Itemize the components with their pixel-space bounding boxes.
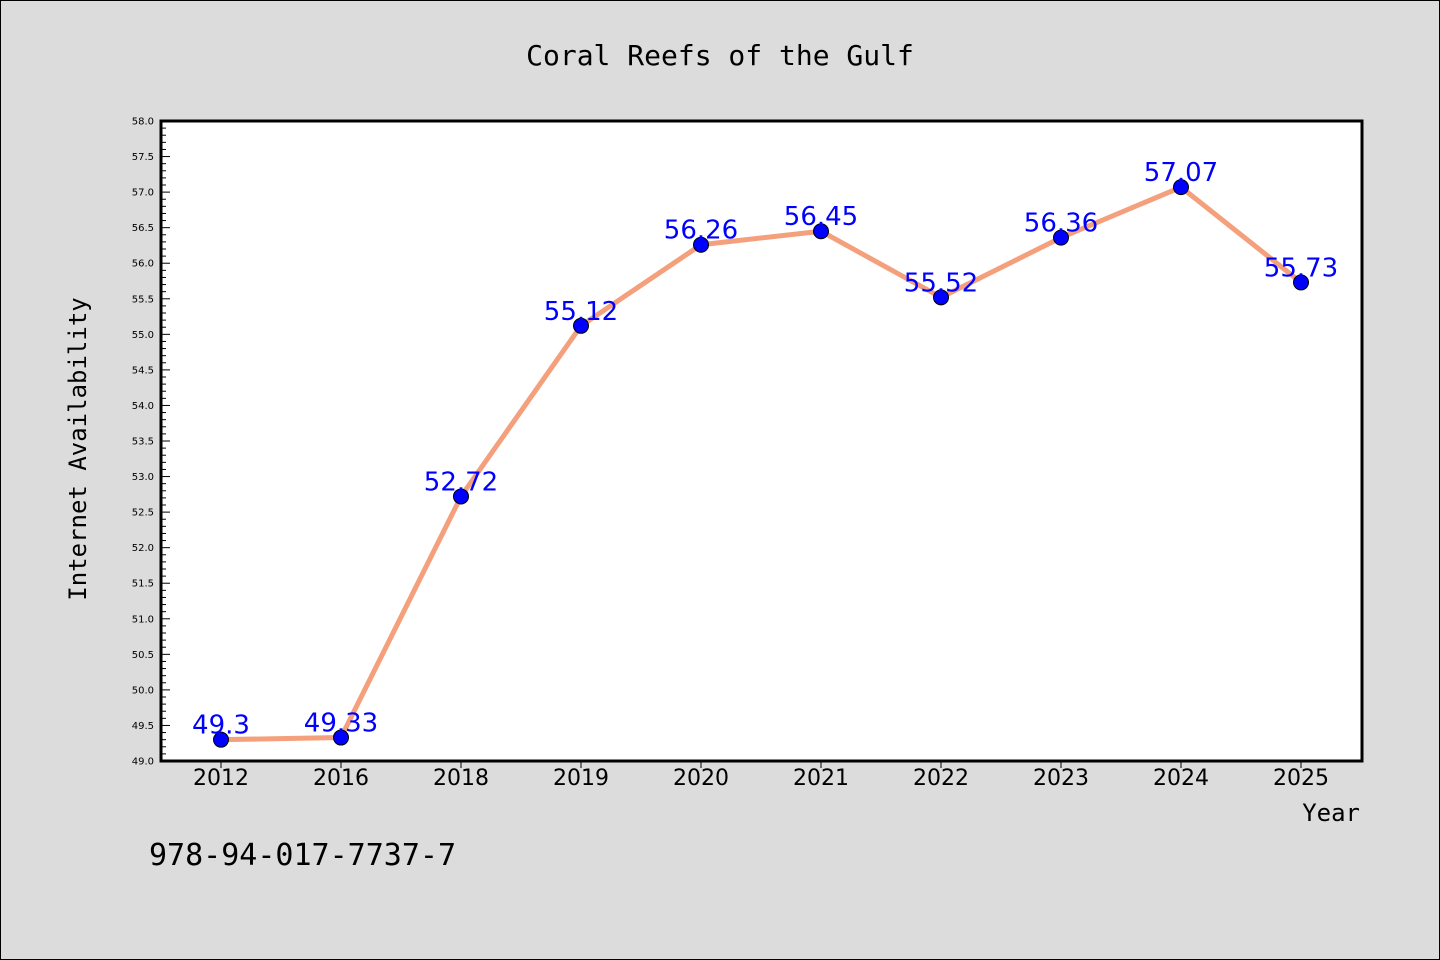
y-tick-label: 52.5 xyxy=(132,508,154,519)
data-point-2024 xyxy=(1173,179,1189,196)
data-point-2023 xyxy=(1053,229,1069,246)
y-tick-label: 51.0 xyxy=(132,614,154,625)
x-axis-label: Year xyxy=(1302,799,1360,827)
data-point-2019 xyxy=(573,317,589,334)
y-tick-label: 53.0 xyxy=(132,472,154,483)
data-label-2025: 55.73 xyxy=(1264,253,1338,283)
x-tick-label: 2025 xyxy=(1273,766,1329,791)
x-tick-label: 2024 xyxy=(1153,766,1209,791)
x-tick-label: 2018 xyxy=(433,766,489,791)
data-label-2018: 52.72 xyxy=(424,467,498,497)
data-label-2016: 49.33 xyxy=(304,709,378,739)
plot-area xyxy=(159,119,1364,763)
data-label-2023: 56.36 xyxy=(1024,209,1098,239)
data-label-2024: 57.07 xyxy=(1144,158,1218,188)
data-point-2016 xyxy=(333,729,349,746)
data-label-2012: 49.3 xyxy=(192,711,250,741)
data-label-2021: 56.45 xyxy=(784,202,858,232)
y-tick-label: 57.5 xyxy=(132,152,154,163)
data-point-2012 xyxy=(213,731,229,748)
x-tick-label: 2012 xyxy=(193,766,249,791)
y-tick-label: 56.0 xyxy=(132,259,154,270)
y-axis: 49.0 49.5 50.0 50.5 51.0 51.5 52.0 52.5 53.0 53.5… xyxy=(132,117,170,768)
data-point-2021 xyxy=(813,223,829,240)
x-tick-label: 2016 xyxy=(313,766,369,791)
x-tick-label: 2020 xyxy=(673,766,729,791)
data-point-2018 xyxy=(453,488,469,505)
series-line xyxy=(213,179,1309,748)
y-tick-label: 57.0 xyxy=(132,188,154,199)
series-polyline xyxy=(218,184,1304,743)
data-point-2025 xyxy=(1293,274,1309,291)
y-tick-label: 50.0 xyxy=(132,685,154,696)
y-tick-label: 51.5 xyxy=(132,579,154,590)
x-tick-label: 2021 xyxy=(793,766,849,791)
y-tick-label: 58.0 xyxy=(132,117,154,128)
data-labels: 49.3 49.33 52.72 55.12 56.26 56.45 55.52 56.36 5… xyxy=(192,158,1338,741)
y-tick-label: 56.5 xyxy=(132,223,154,234)
data-label-2020: 56.26 xyxy=(664,216,738,246)
y-tick-label: 50.5 xyxy=(132,650,154,661)
y-tick-label: 54.5 xyxy=(132,365,154,376)
y-tick-label: 49.5 xyxy=(132,721,154,732)
data-point-2022 xyxy=(933,289,949,306)
y-tick-label: 54.0 xyxy=(132,401,154,412)
y-axis-label: Internet Availability xyxy=(64,297,92,600)
y-tick-label: 49.0 xyxy=(132,757,154,768)
data-label-2019: 55.12 xyxy=(544,297,618,327)
x-tick-label: 2019 xyxy=(553,766,609,791)
y-tick-label: 52.0 xyxy=(132,543,154,554)
y-tick-label: 55.0 xyxy=(132,330,154,341)
x-tick-label: 2022 xyxy=(913,766,969,791)
x-tick-label: 2023 xyxy=(1033,766,1089,791)
y-tick-label: 55.5 xyxy=(132,294,154,305)
data-point-2020 xyxy=(693,236,709,253)
y-tick-label: 53.5 xyxy=(132,437,154,448)
isbn-footer: 978-94-017-7737-7 xyxy=(149,838,456,873)
x-axis: 2012 2016 2018 2019 2020 2021 2022 2023 2024 2025 xyxy=(193,761,1329,791)
chart-title: Coral Reefs of the Gulf xyxy=(526,39,914,72)
data-label-2022: 55.52 xyxy=(904,268,978,298)
